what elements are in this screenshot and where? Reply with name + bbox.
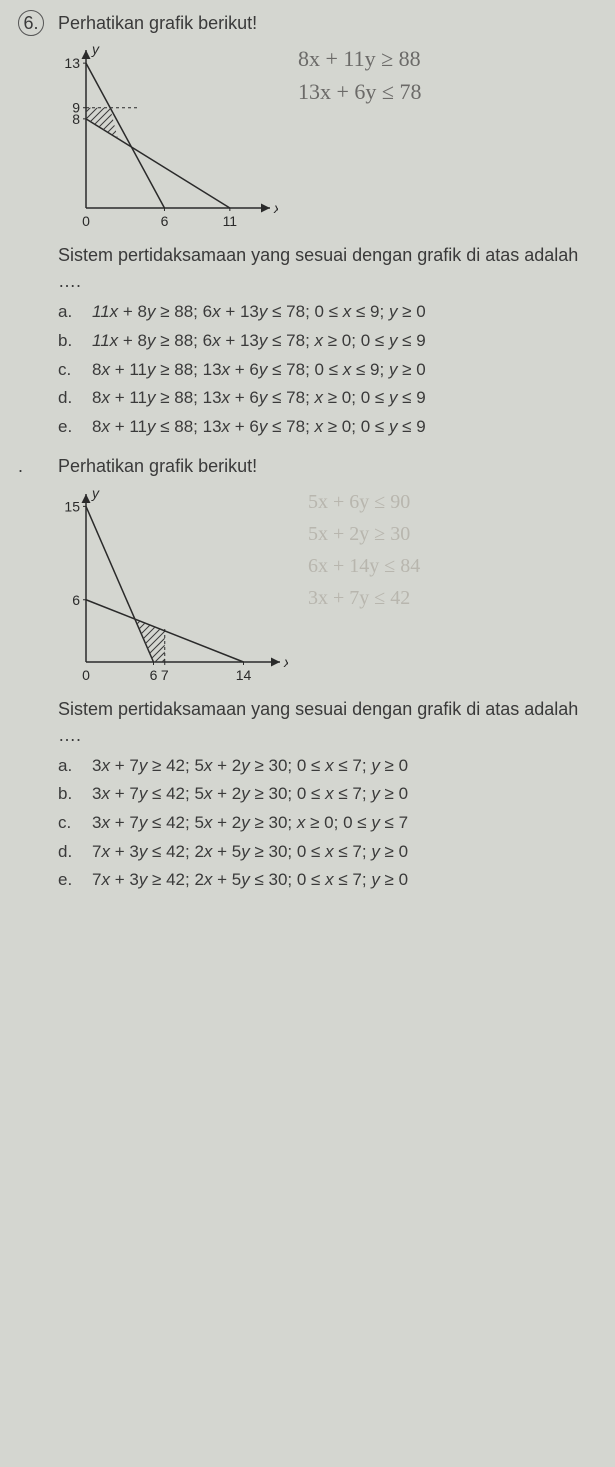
option-c: c. 8x + 11y ≥ 88; 13x + 6y ≤ 78; 0 ≤ x ≤ … <box>58 358 597 383</box>
svg-text:y: y <box>91 42 100 57</box>
option-body: 3x + 7y ≤ 42; 5x + 2y ≥ 30; 0 ≤ x ≤ 7; y… <box>92 782 597 807</box>
handwriting-line: 13x + 6y ≤ 78 <box>298 75 421 108</box>
option-label: b. <box>58 329 78 354</box>
option-body: 8x + 11y ≥ 88; 13x + 6y ≤ 78; x ≥ 0; 0 ≤… <box>92 386 597 411</box>
option-label: e. <box>58 415 78 440</box>
problem-6-header: 6. Perhatikan grafik berikut! <box>18 10 597 36</box>
question-stem: Sistem pertidaksamaan yang sesuai dengan… <box>58 242 597 294</box>
handwriting-line: 8x + 11y ≥ 88 <box>298 42 421 75</box>
question-number: 6. <box>18 10 46 36</box>
svg-text:0: 0 <box>82 213 90 229</box>
option-c: c. 3x + 7y ≤ 42; 5x + 2y ≥ 30; x ≥ 0; 0 ≤… <box>58 811 597 836</box>
option-body: 11x + 8y ≥ 88; 6x + 13y ≤ 78; 0 ≤ x ≤ 9;… <box>92 300 597 325</box>
svg-text:8: 8 <box>72 111 80 127</box>
graph-7: xy15606714 <box>58 486 288 686</box>
option-body: 7x + 3y ≤ 42; 2x + 5y ≥ 30; 0 ≤ x ≤ 7; y… <box>92 840 597 865</box>
svg-text:y: y <box>91 486 100 501</box>
svg-text:x: x <box>273 200 278 216</box>
handwriting-7: 5x + 6y ≤ 90 5x + 2y ≥ 30 6x + 14y ≤ 84 … <box>308 486 420 614</box>
svg-text:11: 11 <box>223 213 238 229</box>
option-label: b. <box>58 782 78 807</box>
option-e: e. 8x + 11y ≤ 88; 13x + 6y ≤ 78; x ≥ 0; 0… <box>58 415 597 440</box>
options-7: a. 3x + 7y ≥ 42; 5x + 2y ≥ 30; 0 ≤ x ≤ 7;… <box>58 754 597 893</box>
question-number-label: 6. <box>18 10 44 36</box>
problem-7-header: . Perhatikan grafik berikut! <box>18 453 597 479</box>
svg-text:6: 6 <box>161 213 169 229</box>
graph-row-6: xy13980611 8x + 11y ≥ 88 13x + 6y ≤ 78 <box>58 42 597 232</box>
option-label: e. <box>58 868 78 893</box>
option-b: b. 11x + 8y ≥ 88; 6x + 13y ≤ 78; x ≥ 0; 0… <box>58 329 597 354</box>
option-label: c. <box>58 811 78 836</box>
option-d: d. 7x + 3y ≤ 42; 2x + 5y ≥ 30; 0 ≤ x ≤ 7;… <box>58 840 597 865</box>
question-prompt: Perhatikan grafik berikut! <box>58 453 597 479</box>
option-body: 3x + 7y ≥ 42; 5x + 2y ≥ 30; 0 ≤ x ≤ 7; y… <box>92 754 597 779</box>
svg-text:7: 7 <box>161 667 169 683</box>
handwriting-line: 5x + 6y ≤ 90 <box>308 486 420 518</box>
graph-row-7: xy15606714 5x + 6y ≤ 90 5x + 2y ≥ 30 6x … <box>58 486 597 686</box>
options-6: a. 11x + 8y ≥ 88; 6x + 13y ≤ 78; 0 ≤ x ≤ … <box>58 300 597 439</box>
option-label: d. <box>58 840 78 865</box>
svg-text:0: 0 <box>82 667 90 683</box>
option-label: a. <box>58 754 78 779</box>
option-d: d. 8x + 11y ≥ 88; 13x + 6y ≤ 78; x ≥ 0; 0… <box>58 386 597 411</box>
handwriting-line: 5x + 2y ≥ 30 <box>308 518 420 550</box>
svg-text:15: 15 <box>64 498 80 514</box>
question-stem: Sistem pertidaksamaan yang sesuai dengan… <box>58 696 597 748</box>
question-prompt: Perhatikan grafik berikut! <box>58 10 597 36</box>
option-label: a. <box>58 300 78 325</box>
svg-text:14: 14 <box>236 667 252 683</box>
handwriting-6: 8x + 11y ≥ 88 13x + 6y ≤ 78 <box>298 42 421 108</box>
option-a: a. 3x + 7y ≥ 42; 5x + 2y ≥ 30; 0 ≤ x ≤ 7;… <box>58 754 597 779</box>
problem-6: 6. Perhatikan grafik berikut! xy13980611… <box>18 10 597 439</box>
option-label: c. <box>58 358 78 383</box>
svg-text:6: 6 <box>150 667 158 683</box>
option-b: b. 3x + 7y ≤ 42; 5x + 2y ≥ 30; 0 ≤ x ≤ 7;… <box>58 782 597 807</box>
problem-7: . Perhatikan grafik berikut! xy15606714 … <box>18 453 597 892</box>
svg-text:6: 6 <box>72 591 80 607</box>
handwriting-line: 3x + 7y ≤ 42 <box>308 582 420 614</box>
option-label: d. <box>58 386 78 411</box>
svg-text:x: x <box>283 654 288 670</box>
svg-text:13: 13 <box>64 55 80 71</box>
option-body: 8x + 11y ≤ 88; 13x + 6y ≤ 78; x ≥ 0; 0 ≤… <box>92 415 597 440</box>
option-body: 7x + 3y ≥ 42; 2x + 5y ≤ 30; 0 ≤ x ≤ 7; y… <box>92 868 597 893</box>
option-e: e. 7x + 3y ≥ 42; 2x + 5y ≤ 30; 0 ≤ x ≤ 7;… <box>58 868 597 893</box>
option-body: 11x + 8y ≥ 88; 6x + 13y ≤ 78; x ≥ 0; 0 ≤… <box>92 329 597 354</box>
graph-6: xy13980611 <box>58 42 278 232</box>
option-body: 8x + 11y ≥ 88; 13x + 6y ≤ 78; 0 ≤ x ≤ 9;… <box>92 358 597 383</box>
option-a: a. 11x + 8y ≥ 88; 6x + 13y ≤ 78; 0 ≤ x ≤ … <box>58 300 597 325</box>
handwriting-line: 6x + 14y ≤ 84 <box>308 550 420 582</box>
option-body: 3x + 7y ≤ 42; 5x + 2y ≥ 30; x ≥ 0; 0 ≤ y… <box>92 811 597 836</box>
question-number: . <box>18 453 46 479</box>
